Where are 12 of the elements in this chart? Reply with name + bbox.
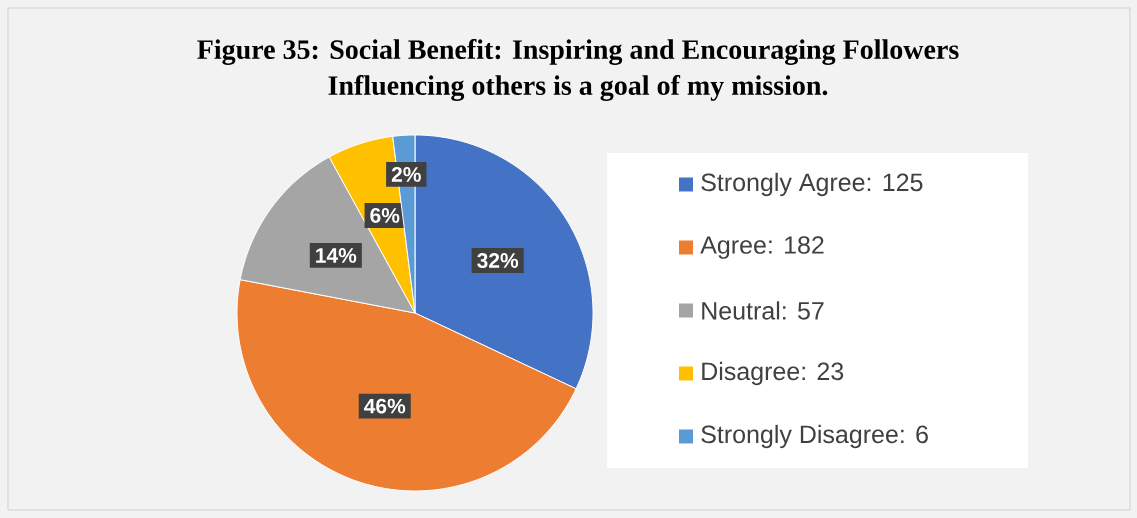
data-label: 46% (364, 398, 406, 414)
legend-label: Strongly Agree: 125 (701, 172, 923, 197)
chart-title: Figure 35: Social Benefit: Inspiring and Encouraging Followers (197, 39, 959, 65)
data-label: 32% (477, 253, 519, 268)
legend-label: Neutral: 57 (702, 301, 824, 320)
data-label: 14% (316, 248, 357, 263)
legend-label: Disagree: 23 (702, 361, 844, 386)
data-label: 6% (370, 208, 400, 223)
legend-label: Strongly Disagree: 6 (701, 424, 928, 449)
data-label: 2% (391, 167, 421, 182)
legend-label: Agree: 182 (700, 236, 824, 259)
chart-subtitle: Influencing others is a goal of my mission. (328, 75, 828, 101)
